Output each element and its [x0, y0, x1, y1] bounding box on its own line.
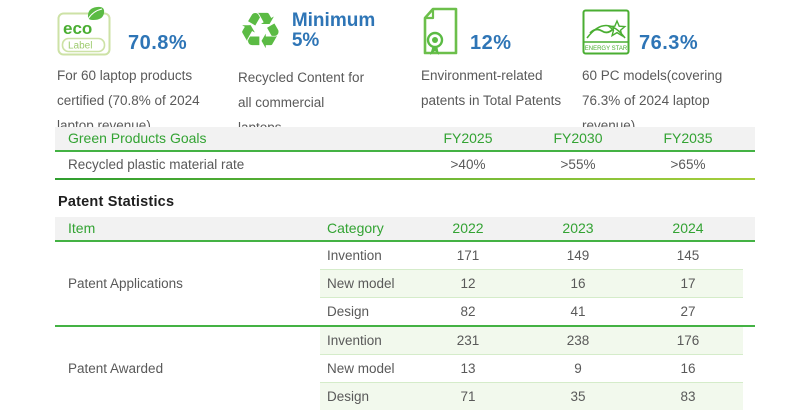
star-shape [607, 19, 627, 38]
stat-value: 76.3% [639, 32, 699, 54]
value-cell: 238 [523, 327, 633, 355]
value-cell: 16 [523, 270, 633, 298]
value-cell: 41 [570, 304, 586, 319]
leaf-shape [87, 6, 105, 20]
goals-table: Green Products Goals FY2025 FY2030 FY203… [55, 127, 755, 180]
goals-col-fy2035: FY2035 [663, 130, 713, 146]
goal-value-fy2035: >65% [670, 157, 706, 172]
goals-col-fy2030: FY2030 [553, 130, 603, 146]
value-cell: 149 [523, 242, 633, 270]
energy-star-text: ENERGY STAR [585, 46, 628, 52]
energy-star-icon: ENERGY STAR [582, 9, 630, 55]
eco-label-icon: eco Label [57, 6, 111, 56]
category-cell: Design [320, 383, 413, 410]
value-cell: 176 [633, 327, 743, 355]
patent-group-awarded: Patent Awarded Invention 231 238 176 New… [55, 325, 755, 410]
goal-value-fy2030: >55% [560, 157, 596, 172]
energy-swoosh [589, 27, 615, 34]
value-cell: 83 [633, 383, 743, 410]
label-text: Label [68, 41, 92, 52]
category-cell: New model [320, 270, 413, 298]
header-year-2023: 2023 [562, 220, 594, 236]
stat-value-line2: 5% [291, 30, 320, 51]
value-cell: 13 [413, 355, 523, 383]
goals-table-header: Green Products Goals FY2025 FY2030 FY203… [55, 127, 755, 152]
value-cell: 145 [633, 242, 743, 270]
goals-title: Green Products Goals [68, 130, 207, 146]
value-cell: 82 [460, 304, 476, 319]
stat-block-eco-label: eco Label 70.8% For 60 laptop products c… [57, 6, 215, 138]
value-cell: 71 [413, 383, 523, 410]
value-cell: 171 [413, 242, 523, 270]
stat-block-energy-star: ENERGY STAR 76.3% 60 PC models(covering … [582, 6, 744, 138]
stat-block-recycled-content: ♻︎ Minimum 5% Recycled Content for all c… [238, 6, 375, 140]
stat-caption: Environment-related patents in Total Pat… [421, 68, 562, 108]
stat-value: 12% [470, 32, 512, 54]
patent-group-applications: Patent Applications Invention 171 149 14… [55, 242, 755, 325]
table-row: Recycled plastic material rate >40% >55%… [55, 152, 755, 178]
category-cell: New model [320, 355, 413, 383]
value-cell: 12 [413, 270, 523, 298]
category-cell: Invention [320, 327, 413, 355]
stat-top: ENERGY STAR 76.3% [582, 6, 744, 56]
value-cell: 231 [413, 327, 523, 355]
stat-value: 70.8% [128, 32, 188, 54]
patent-table: Item Category 2022 2023 2024 Patent Appl… [55, 217, 755, 410]
table-bottom-border [55, 178, 755, 180]
certificate-icon [423, 7, 458, 55]
value-cell: 9 [523, 355, 633, 383]
stat-top: ♻︎ Minimum 5% [238, 6, 375, 56]
patent-statistics-heading: Patent Statistics [58, 194, 175, 210]
category-cell: Invention [320, 242, 413, 270]
patent-table-header: Item Category 2022 2023 2024 [55, 217, 755, 242]
recycle-icon: ♻︎ [238, 3, 283, 59]
category-cell: Design [327, 304, 370, 319]
eco-text: eco [63, 19, 92, 38]
stat-block-environment-patents: 12% Environment-related patents in Total… [421, 6, 571, 113]
header-year-2022: 2022 [452, 220, 484, 236]
value-cell: 17 [633, 270, 743, 298]
item-cell: Patent Applications [68, 276, 183, 291]
header-year-2024: 2024 [672, 220, 704, 236]
value-cell: 27 [680, 304, 696, 319]
stat-value-line1: Minimum [291, 10, 376, 31]
goals-col-fy2025: FY2025 [443, 130, 493, 146]
stat-top: eco Label 70.8% [57, 6, 215, 56]
value-cell: 35 [523, 383, 633, 410]
stat-value: Minimum 5% [292, 11, 375, 51]
stat-top: 12% [421, 6, 571, 56]
value-cell: 16 [633, 355, 743, 383]
item-cell: Patent Awarded [68, 361, 164, 376]
header-item: Item [68, 220, 96, 236]
header-category: Category [327, 220, 384, 236]
goal-value-fy2025: >40% [450, 157, 486, 172]
goal-row-label: Recycled plastic material rate [68, 157, 245, 172]
